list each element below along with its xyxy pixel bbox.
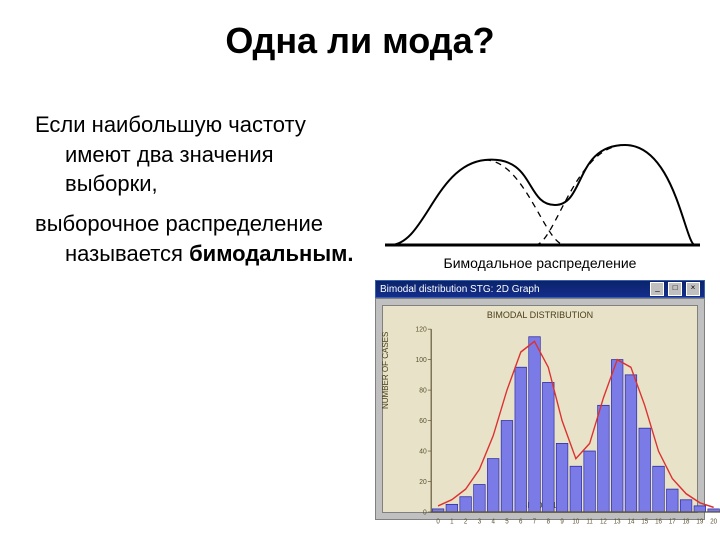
window-titlebar: Bimodal distribution STG: 2D Graph _ □ × (375, 280, 705, 298)
svg-text:11: 11 (586, 518, 593, 525)
svg-text:5: 5 (505, 518, 509, 525)
y-axis-label: NUMBER OF CASES (381, 332, 390, 409)
svg-text:60: 60 (419, 416, 426, 426)
paragraph-1: Если наибольшую частоту имеют два значен… (35, 110, 355, 199)
svg-text:19: 19 (696, 518, 703, 525)
svg-text:20: 20 (419, 477, 426, 487)
histogram-window: Bimodal distribution STG: 2D Graph _ □ ×… (375, 280, 705, 520)
svg-text:8: 8 (547, 518, 551, 525)
paragraph-2: выборочное распределение называется бимо… (35, 209, 355, 268)
svg-text:120: 120 (415, 324, 426, 334)
svg-text:17: 17 (669, 518, 676, 525)
window-title-text: Bimodal distribution STG: 2D Graph (380, 284, 540, 295)
svg-text:0: 0 (423, 507, 427, 517)
svg-text:10: 10 (572, 518, 579, 525)
window-body: BIMODAL DISTRIBUTION NUMBER OF CASES BIM… (375, 298, 705, 520)
svg-text:2: 2 (464, 518, 468, 525)
svg-text:18: 18 (683, 518, 690, 525)
plot-title: BIMODAL DISTRIBUTION (383, 310, 697, 320)
body-text: Если наибольшую частоту имеют два значен… (35, 110, 355, 278)
svg-text:16: 16 (655, 518, 662, 525)
svg-text:15: 15 (641, 518, 648, 525)
svg-text:3: 3 (478, 518, 482, 525)
bimodal-sketch-caption: Бимодальное распределение (375, 255, 705, 271)
close-icon[interactable]: × (686, 282, 700, 296)
svg-text:12: 12 (600, 518, 607, 525)
svg-text:13: 13 (614, 518, 621, 525)
svg-text:14: 14 (628, 518, 635, 525)
slide: Одна ли мода? Если наибольшую частоту им… (0, 0, 720, 540)
svg-text:0: 0 (436, 518, 440, 525)
plot-area: BIMODAL DISTRIBUTION NUMBER OF CASES BIM… (382, 305, 698, 513)
svg-text:6: 6 (519, 518, 523, 525)
window-buttons: _ □ × (649, 282, 700, 296)
svg-text:9: 9 (560, 518, 564, 525)
svg-text:80: 80 (419, 385, 426, 395)
slide-title: Одна ли мода? (0, 20, 720, 62)
svg-text:1: 1 (450, 518, 454, 525)
minimize-icon[interactable]: _ (650, 282, 664, 296)
svg-text:40: 40 (419, 446, 426, 456)
svg-text:4: 4 (491, 518, 495, 525)
maximize-icon[interactable]: □ (668, 282, 682, 296)
bimodal-sketch (375, 105, 705, 275)
svg-text:100: 100 (415, 355, 426, 365)
bimodal-curve-svg (375, 105, 705, 255)
svg-text:20: 20 (710, 518, 717, 525)
histogram-svg: 0204060801001200123456789101112131415161… (411, 324, 720, 530)
svg-text:7: 7 (533, 518, 537, 525)
